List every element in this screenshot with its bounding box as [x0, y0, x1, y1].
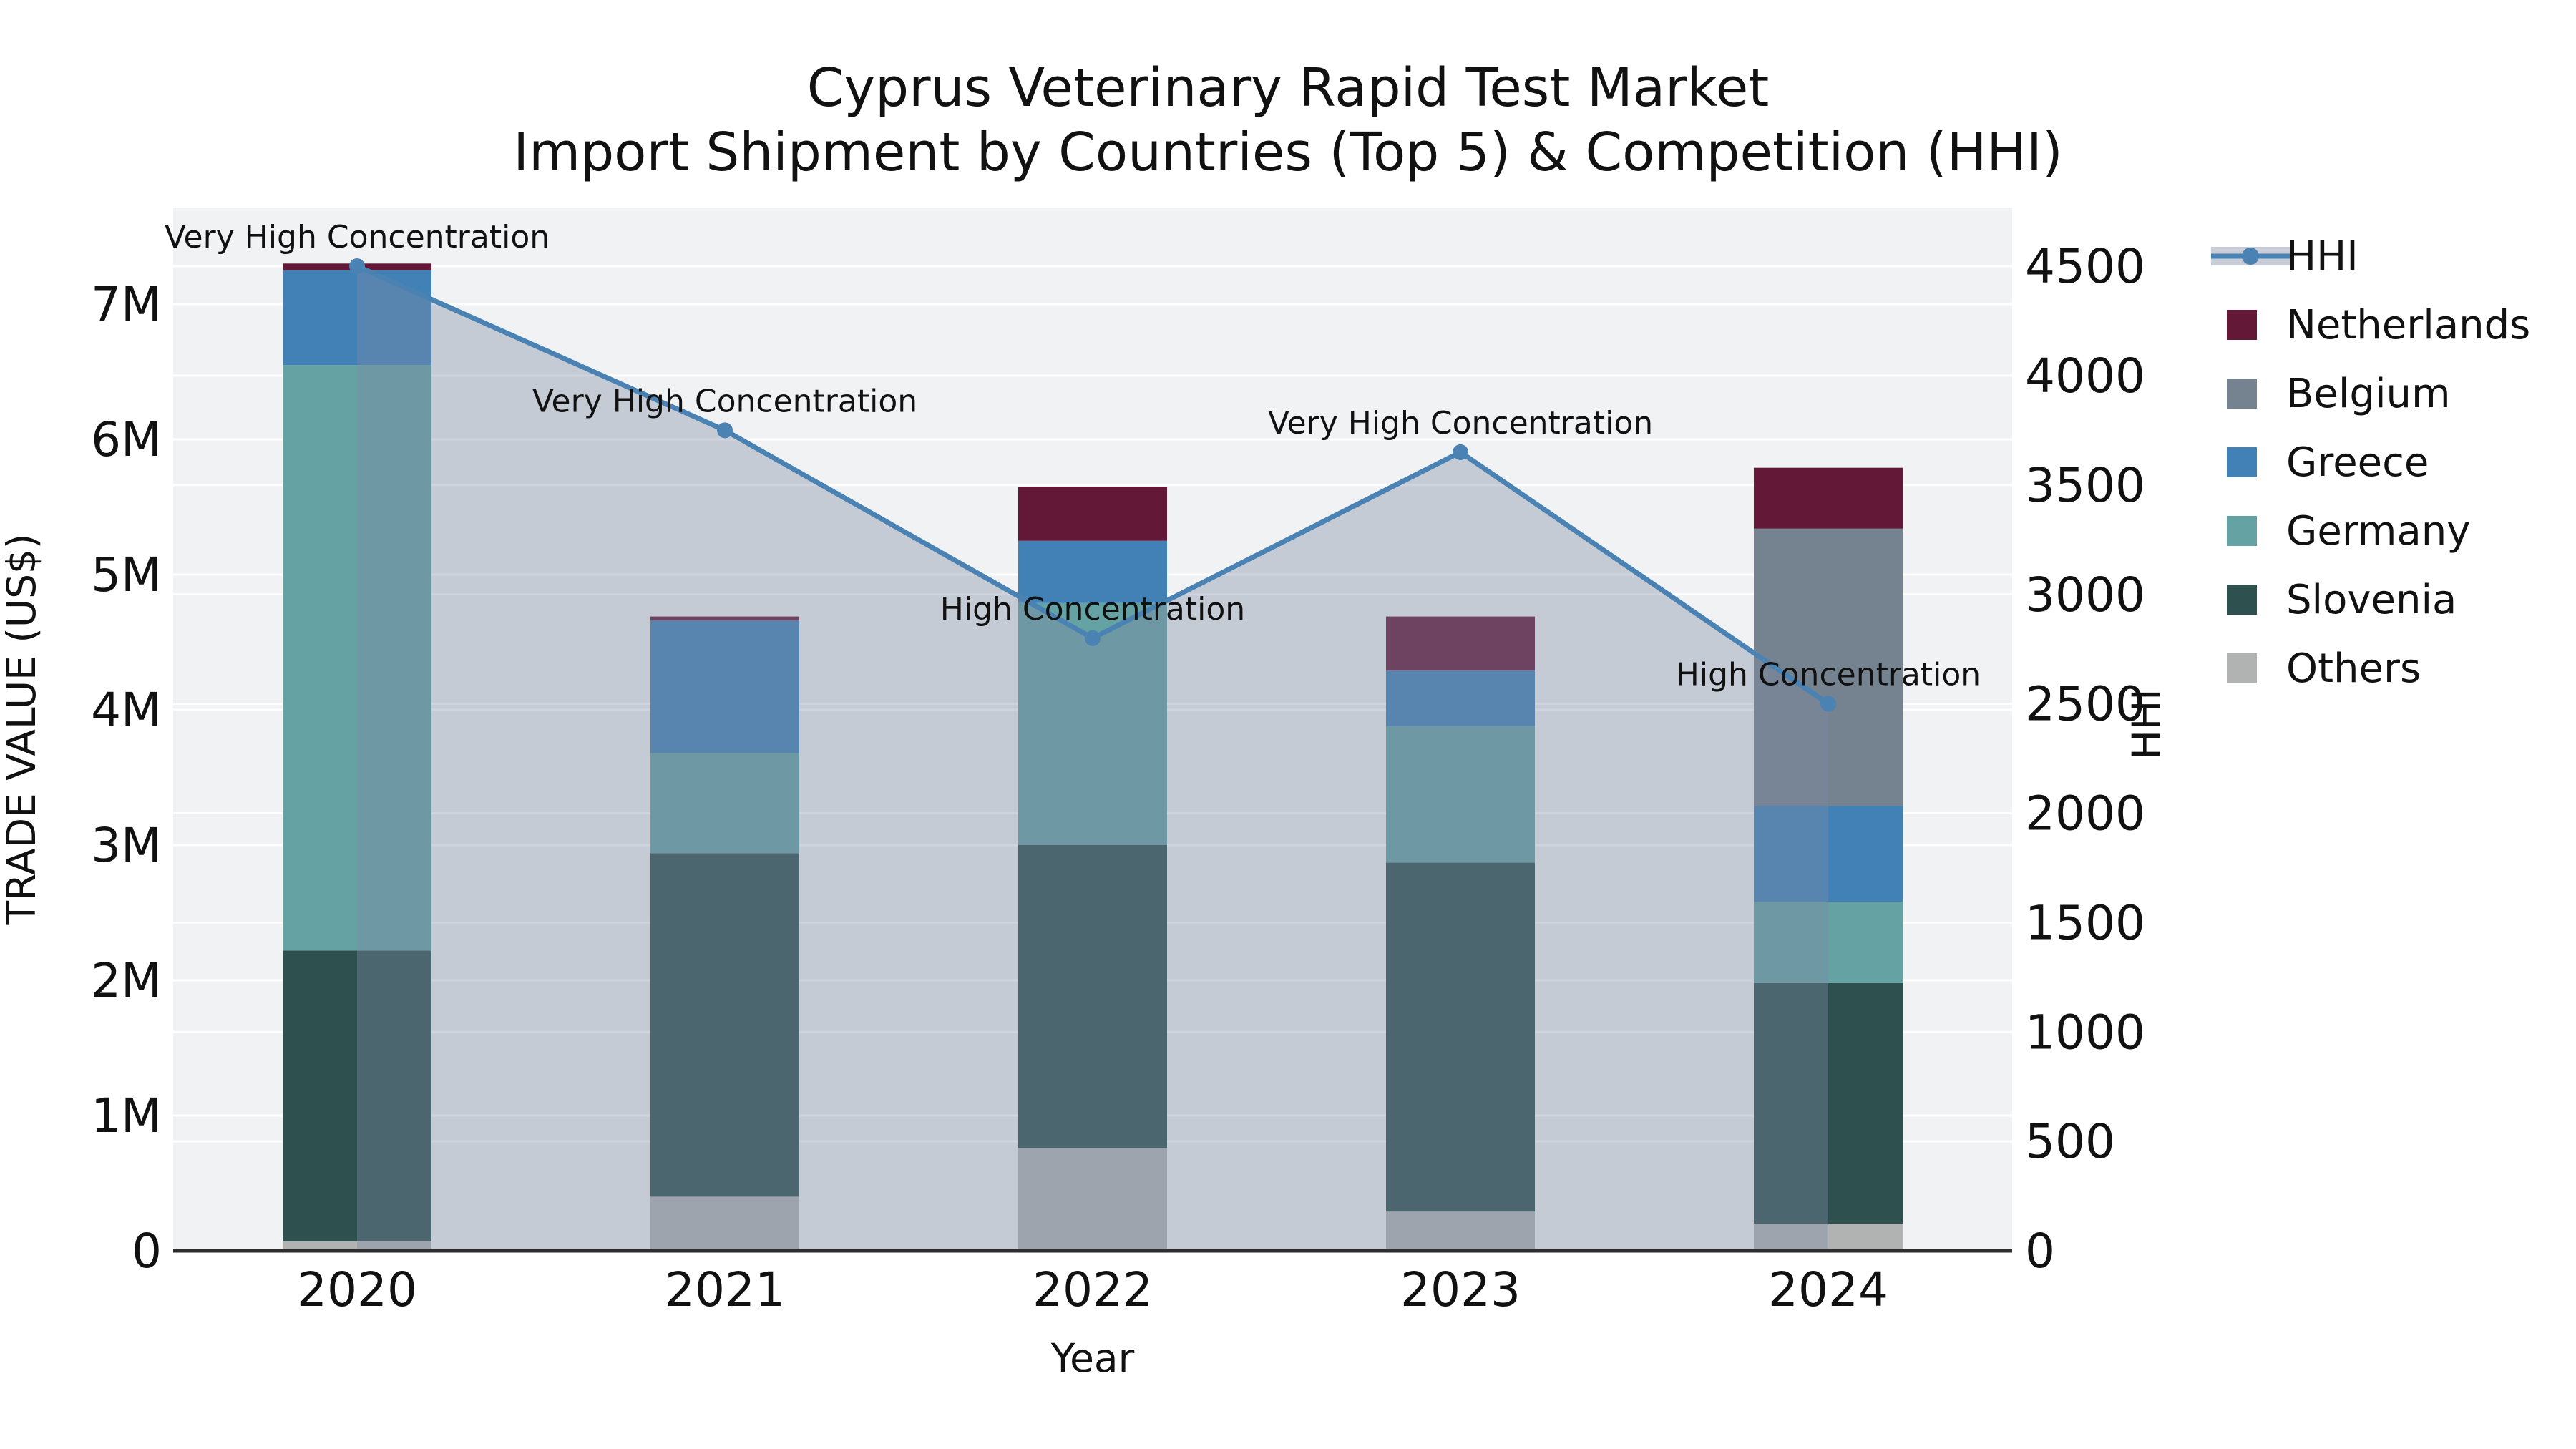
hhi-area-fill — [357, 266, 1828, 1251]
x-tick-2024: 2024 — [1768, 1262, 1888, 1317]
bar-segment-germany-2020 — [283, 365, 431, 951]
hhi-marker-2022 — [1085, 630, 1101, 646]
legend-item-belgium: Belgium — [2211, 359, 2569, 428]
legend-label: Germany — [2286, 507, 2471, 555]
x-tick-2021: 2021 — [665, 1262, 785, 1317]
annotation-label-2023: Very High Concentration — [1268, 405, 1653, 441]
y-right-tick-500: 500 — [2025, 1114, 2115, 1169]
bar-segment-germany-2023 — [1386, 726, 1535, 863]
chart-title-line2: Import Shipment by Countries (Top 5) & C… — [513, 122, 2063, 183]
chart-title-line1: Cyprus Veterinary Rapid Test Market — [806, 57, 1770, 119]
y-left-tick-5M: 5M — [91, 547, 162, 602]
y-right-tick-1500: 1500 — [2025, 895, 2145, 950]
y-right-tick-1000: 1000 — [2025, 1005, 2145, 1060]
netherlands-swatch-icon — [2227, 310, 2257, 340]
y-axis-right-title: HHI — [2124, 688, 2170, 760]
bar-segment-slovenia-2024 — [1754, 982, 1903, 1224]
y-right-tick-2500: 2500 — [2025, 677, 2145, 732]
legend-label: HHI — [2286, 233, 2358, 280]
y-right-tick-2000: 2000 — [2025, 786, 2145, 841]
bar-segment-greece-2024 — [1754, 806, 1903, 902]
legend-label: Netherlands — [2286, 301, 2531, 348]
bar-segment-others-2020 — [283, 1241, 431, 1251]
legend-label: Slovenia — [2286, 576, 2457, 623]
bar-segment-others-2021 — [650, 1196, 799, 1251]
x-tick-2023: 2023 — [1400, 1262, 1521, 1317]
annotation-label-2020: Very High Concentration — [165, 219, 550, 255]
bar-segment-germany-2024 — [1754, 902, 1903, 983]
hhi-marker-2021 — [717, 422, 733, 439]
y-left-tick-0: 0 — [132, 1224, 162, 1279]
greece-swatch-icon — [2227, 447, 2257, 477]
bar-segment-greece-2022 — [1018, 540, 1167, 603]
slovenia-swatch-icon — [2227, 585, 2257, 615]
bar-segment-others-2024 — [1754, 1224, 1903, 1251]
y-left-tick-6M: 6M — [91, 412, 162, 467]
bar-segment-slovenia-2020 — [283, 950, 431, 1241]
annotation-label-2022: High Concentration — [940, 591, 1245, 628]
others-swatch-icon — [2227, 653, 2257, 683]
y-right-tick-4500: 4500 — [2025, 239, 2145, 294]
x-axis-title: Year — [1050, 1335, 1135, 1381]
legend-label: Belgium — [2286, 370, 2451, 417]
bar-segment-germany-2021 — [650, 753, 799, 854]
y-left-tick-3M: 3M — [91, 818, 162, 873]
y-right-tick-0: 0 — [2025, 1224, 2055, 1279]
y-left-tick-7M: 7M — [91, 277, 162, 332]
hhi-marker-2023 — [1453, 444, 1468, 460]
y-right-tick-4000: 4000 — [2025, 348, 2145, 404]
bar-segment-others-2023 — [1386, 1211, 1535, 1251]
y-right-tick-3000: 3000 — [2025, 567, 2145, 623]
bar-segment-greece-2023 — [1386, 670, 1535, 726]
y-left-tick-2M: 2M — [91, 953, 162, 1008]
belgium-swatch-icon — [2227, 379, 2257, 409]
legend-item-slovenia: Slovenia — [2211, 565, 2569, 634]
x-tick-2020: 2020 — [297, 1262, 417, 1317]
germany-swatch-icon — [2227, 516, 2257, 546]
bar-segment-slovenia-2023 — [1386, 862, 1535, 1212]
legend-item-hhi: HHI — [2211, 222, 2569, 291]
y-right-tick-3500: 3500 — [2025, 458, 2145, 513]
bar-segment-netherlands-2024 — [1754, 467, 1903, 529]
bar-segment-slovenia-2022 — [1018, 845, 1167, 1148]
bar-segment-netherlands-2023 — [1386, 616, 1535, 671]
hhi-line-icon — [2211, 222, 2290, 291]
x-tick-2022: 2022 — [1033, 1262, 1153, 1317]
annotation-label-2024: High Concentration — [1676, 657, 1981, 693]
legend-item-germany: Germany — [2211, 497, 2569, 565]
legend-label: Others — [2286, 645, 2421, 692]
y-axis-left-title: TRADE VALUE (US$) — [0, 533, 44, 925]
bar-segment-netherlands-2022 — [1018, 487, 1167, 541]
annotation-label-2021: Very High Concentration — [532, 383, 917, 419]
hhi-marker-2024 — [1820, 696, 1836, 712]
bar-segment-others-2022 — [1018, 1148, 1167, 1251]
bar-segment-netherlands-2021 — [650, 616, 799, 621]
hhi-marker-2020 — [349, 258, 365, 274]
y-left-tick-1M: 1M — [91, 1088, 162, 1143]
legend-label: Greece — [2286, 439, 2429, 486]
bar-segment-greece-2021 — [650, 620, 799, 753]
bar-segment-slovenia-2021 — [650, 853, 799, 1197]
legend-item-others: Others — [2211, 634, 2569, 703]
legend-item-netherlands: Netherlands — [2211, 291, 2569, 359]
y-left-tick-4M: 4M — [91, 683, 162, 738]
legend-item-greece: Greece — [2211, 428, 2569, 497]
